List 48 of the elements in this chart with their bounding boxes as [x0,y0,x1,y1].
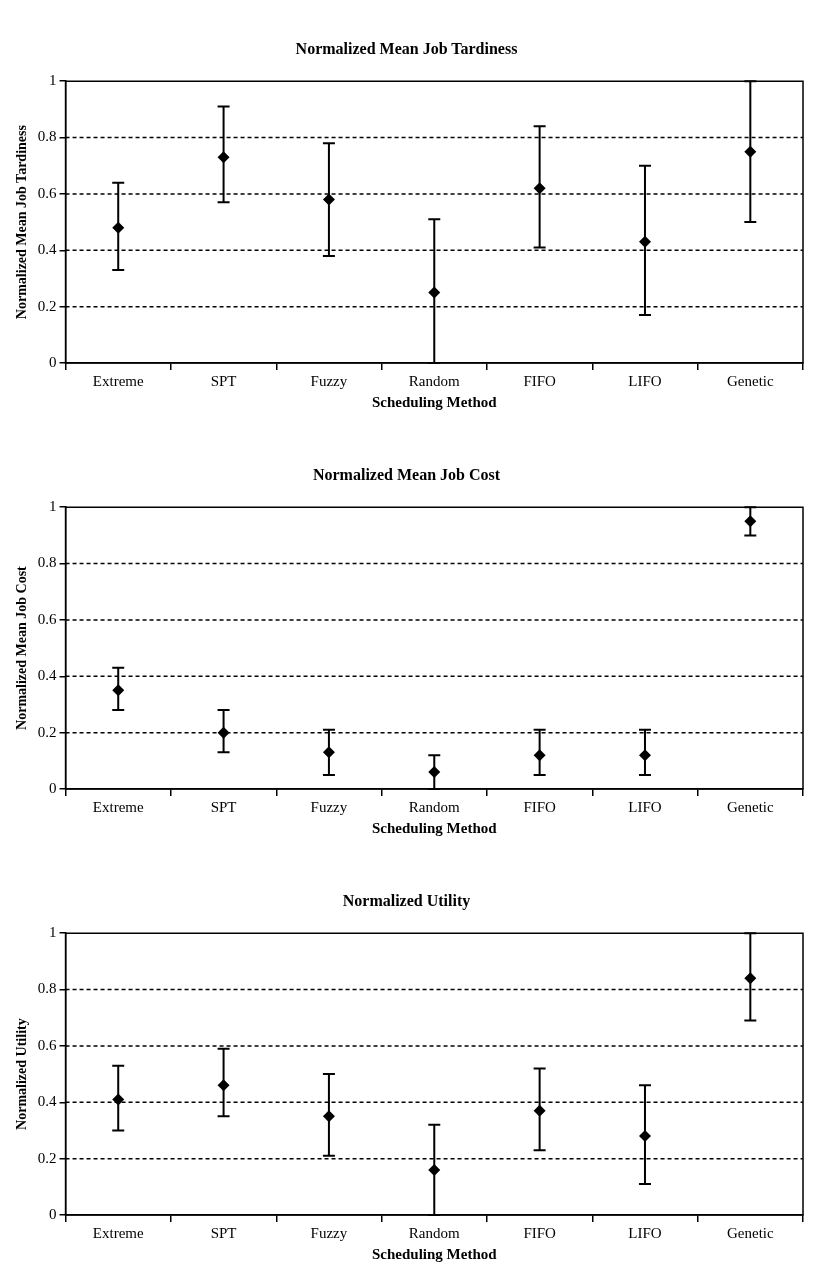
x-tick-label: Extreme [92,1224,144,1241]
y-axis-title: Normalized Mean Job Cost [14,565,30,730]
x-tick-label: LIFO [628,1224,662,1241]
y-tick-label: 0.2 [37,723,57,740]
y-axis-title: Normalized Utility [14,1018,30,1130]
x-tick-label: LIFO [628,798,662,815]
y-tick-label: 0.6 [37,184,58,201]
x-tick-label: FIFO [523,1224,557,1241]
y-axis-title: Normalized Mean Job Tardiness [14,124,30,320]
y-tick-label: 0.4 [37,1093,58,1110]
y-tick-label: 0.6 [37,610,58,627]
x-tick-label: Random [408,372,461,389]
y-tick-label: 0.2 [37,297,57,314]
x-tick-label: Genetic [727,372,774,389]
y-tick-label: 0.4 [37,241,58,258]
x-axis-title: Scheduling Method [371,1245,498,1262]
x-tick-label: Fuzzy [310,1224,348,1241]
x-tick-label: Extreme [92,798,144,815]
y-tick-label: 0.6 [37,1036,58,1053]
x-tick-label: FIFO [523,798,557,815]
x-tick-label: SPT [210,372,237,389]
chart-title: Normalized Utility [342,891,471,910]
y-tick-label: 1 [49,72,57,89]
x-tick-label: Extreme [92,372,144,389]
x-tick-label: SPT [210,798,237,815]
chart-title: Normalized Mean Job Tardiness [295,39,518,57]
x-axis-title: Scheduling Method [371,819,498,836]
x-tick-label: FIFO [523,372,557,389]
y-tick-label: 0.8 [37,980,57,997]
y-tick-label: 0.4 [37,667,58,684]
x-tick-label: Random [408,1224,461,1241]
y-tick-label: 1 [49,498,57,515]
y-tick-label: 1 [49,924,57,941]
x-tick-label: LIFO [628,372,662,389]
x-tick-label: SPT [210,1224,237,1241]
y-tick-label: 0 [49,779,57,796]
y-tick-label: 0.2 [37,1149,57,1166]
x-tick-label: Genetic [727,1224,774,1241]
x-axis-title: Scheduling Method [371,393,498,410]
x-tick-label: Fuzzy [310,372,348,389]
x-tick-label: Genetic [727,798,774,815]
x-tick-label: Random [408,798,461,815]
x-tick-label: Fuzzy [310,798,348,815]
y-tick-label: 0.8 [37,554,57,571]
chart-title: Normalized Mean Job Cost [312,465,501,483]
y-tick-label: 0.8 [37,128,57,145]
y-tick-label: 0 [49,353,57,370]
y-tick-label: 0 [49,1205,57,1222]
